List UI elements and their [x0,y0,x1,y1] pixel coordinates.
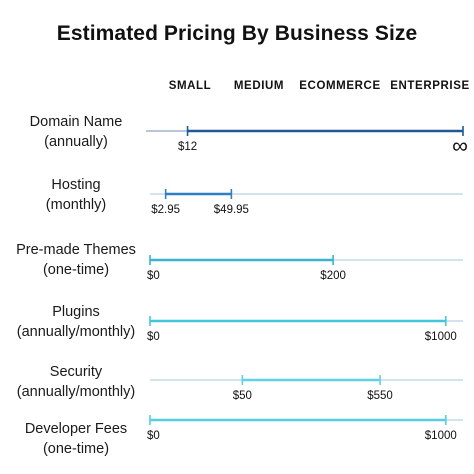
column-header-ecommerce: ECOMMERCE [299,80,381,92]
row-label-security: Security (annually/monthly) [0,362,152,402]
range-start-label: $12 [178,141,197,153]
row-label-line2: (annually) [44,134,108,150]
column-header-medium: MEDIUM [233,80,285,92]
chart-title: Estimated Pricing By Business Size [56,22,418,45]
row-label-line1: Security [49,364,103,380]
range-start-label: $50 [233,390,252,402]
row-label-line1: Domain Name [29,114,123,130]
row-label-line1: Pre-made Themes [16,242,136,258]
range-end-label: ∞ [452,133,468,158]
row-label-line2: (annually/monthly) [16,324,136,340]
row-label-line1: Hosting [51,177,101,193]
range-start-label: $0 [147,270,160,282]
row-label-line2: (one-time) [42,262,110,278]
row-label-line2: (one-time) [42,441,110,457]
range-start-label: $0 [147,331,160,343]
range-end-label: $550 [367,390,393,402]
range-end-label: $200 [320,270,346,282]
row-label-plugins: Plugins (annually/monthly) [0,302,152,342]
row-label-developer-fees: Developer Fees (one-time) [0,419,152,459]
range-start-label: $0 [147,430,160,442]
row-label-line1: Developer Fees [24,421,128,437]
column-header-enterprise: ENTERPRISE [390,80,470,92]
column-header-small: SMALL [168,80,212,92]
row-label-line2: (monthly) [45,197,107,213]
range-start-label: $2.95 [151,204,180,216]
range-end-label: $1000 [425,430,457,442]
range-end-label: $1000 [425,331,457,343]
row-label-premade-themes: Pre-made Themes (one-time) [0,240,152,280]
range-end-label: $49.95 [214,204,249,216]
row-label-domain-name: Domain Name (annually) [0,112,152,152]
row-label-line2: (annually/monthly) [16,384,136,400]
row-label-hosting: Hosting (monthly) [0,175,152,215]
row-label-line1: Plugins [52,304,100,320]
